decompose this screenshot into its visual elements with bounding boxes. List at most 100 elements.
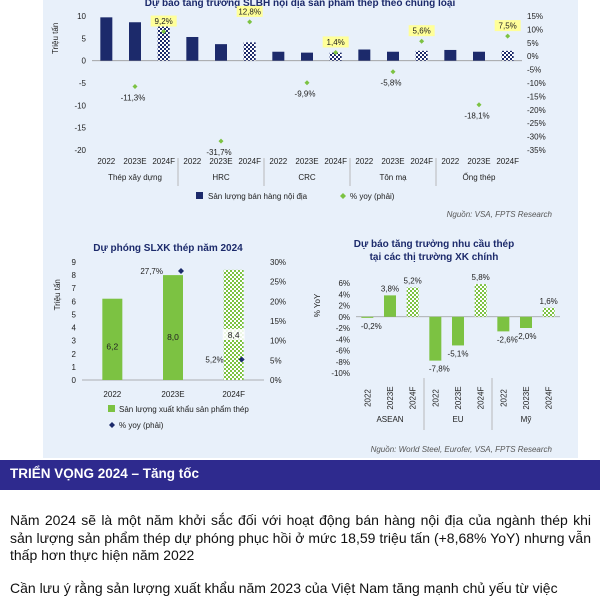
x-tick-label: 2024F [238, 157, 261, 166]
bar [542, 307, 555, 317]
legend-swatch-bars [196, 192, 203, 199]
x-tick-label: 2022 [103, 390, 121, 399]
yoy-point [505, 33, 511, 39]
legend-swatch-bars [108, 405, 115, 412]
chart-domestic-sales: Dự báo tăng trưởng SLBH nội địa sản phẩm… [51, 0, 553, 219]
panel-left-margin [0, 0, 43, 458]
y-tick-label: 2% [338, 302, 350, 311]
data-label: -11,3% [121, 93, 146, 102]
bar [501, 50, 514, 61]
data-label: 3,8% [381, 284, 399, 293]
legend-swatch-points [340, 193, 346, 199]
group-label: Mỹ [521, 415, 532, 424]
section-heading: TRIỂN VỌNG 2024 – Tăng tốc [10, 466, 200, 481]
x-tick-label: 2024F [477, 387, 486, 410]
category-label: Ống thép [463, 172, 496, 182]
y2-tick-label: 5% [527, 39, 539, 48]
bar [329, 52, 342, 61]
x-tick-label: 2023E [295, 157, 318, 166]
x-tick-label: 2022 [355, 157, 373, 166]
group-label: EU [452, 415, 463, 424]
chart-title: Dự báo tăng trưởng SLBH nội địa sản phẩm… [145, 0, 456, 9]
bar [452, 316, 464, 346]
bar [163, 275, 183, 380]
yoy-point [132, 83, 138, 89]
data-label-box [236, 5, 263, 17]
data-label: 5,8% [472, 273, 490, 282]
x-tick-label: 2022 [431, 389, 440, 407]
bar [186, 36, 199, 61]
data-label: -31,7% [206, 148, 231, 157]
bar [301, 52, 313, 61]
y-tick-label: 5 [82, 34, 87, 43]
bar [473, 51, 485, 61]
y2-tick-label: -25% [527, 119, 546, 128]
x-tick-label: 2023E [161, 390, 184, 399]
x-tick-label: 2023E [381, 157, 404, 166]
y2-tick-label: 10% [527, 25, 543, 34]
data-label: 27,7% [140, 267, 163, 276]
bar [520, 316, 532, 328]
y-axis-label: Triệu tấn [53, 279, 62, 310]
category-label: CRC [298, 173, 316, 182]
bar [358, 49, 371, 61]
bar [497, 316, 510, 332]
y2-tick-label: 10% [270, 337, 286, 346]
x-tick-label: 2024F [409, 387, 418, 410]
category-label: Thép xây dựng [108, 173, 162, 182]
data-label: 5,2% [404, 277, 422, 286]
y-tick-label: -5 [79, 79, 87, 88]
data-label: 1,4% [327, 38, 345, 47]
section-banner: TRIỂN VỌNG 2024 – Tăng tốc [0, 460, 600, 490]
chart-title: Dự phóng SLXK thép năm 2024 [93, 243, 243, 254]
y-tick-label: 3 [72, 337, 77, 346]
data-label: -5,8% [381, 79, 402, 88]
y2-tick-label: -30% [527, 133, 546, 142]
y-axis-label: % YoY [313, 293, 322, 317]
bar [102, 298, 123, 380]
bar [215, 44, 227, 61]
bar [474, 284, 487, 317]
data-label-box [494, 20, 521, 32]
y-tick-label: 4% [338, 290, 350, 299]
x-tick-label: 2022 [269, 157, 287, 166]
y-tick-label: -10 [74, 101, 86, 110]
y-tick-label: 0 [82, 57, 87, 66]
source-note: Nguồn: World Steel, Eurofer, VSA, FPTS R… [371, 445, 553, 454]
x-tick-label: 2024F [410, 157, 433, 166]
x-tick-label: 2022 [97, 157, 115, 166]
data-label: -9,9% [295, 90, 316, 99]
y2-tick-label: 0% [527, 52, 539, 61]
y-tick-label: -10% [331, 369, 350, 378]
y2-tick-label: -20% [527, 106, 546, 115]
yoy-point [476, 102, 482, 108]
bar [387, 51, 399, 61]
y-tick-label: 8 [72, 271, 77, 280]
data-label: -2,0% [516, 332, 537, 341]
yoy-point [161, 29, 167, 35]
x-tick-label: 2023E [209, 157, 232, 166]
bar [243, 42, 256, 61]
y2-tick-label: 15% [527, 12, 543, 21]
bar [129, 22, 141, 61]
bar [100, 17, 113, 61]
y2-tick-label: -35% [527, 146, 546, 155]
bar [444, 49, 457, 61]
y-tick-label: 0 [72, 376, 77, 385]
data-label: 9,2% [155, 17, 173, 26]
y-tick-label: -4% [336, 335, 350, 344]
x-tick-label: 2024F [152, 157, 175, 166]
x-tick-label: 2024F [496, 157, 519, 166]
x-tick-label: 2022 [183, 157, 201, 166]
charts-panel [0, 0, 600, 458]
y-axis-label: Triệu tấn [51, 23, 60, 54]
bar [429, 316, 442, 361]
x-tick-label: 2024F [545, 387, 554, 410]
y2-tick-label: -10% [527, 79, 546, 88]
y-tick-label: -8% [336, 358, 350, 367]
x-tick-label: 2023E [123, 157, 146, 166]
y-tick-label: 6% [338, 279, 350, 288]
yoy-point [333, 49, 339, 55]
chart-title-line-1: Dự báo tăng trưởng nhu cầu thép [354, 238, 514, 250]
y-tick-label: 7 [72, 284, 77, 293]
